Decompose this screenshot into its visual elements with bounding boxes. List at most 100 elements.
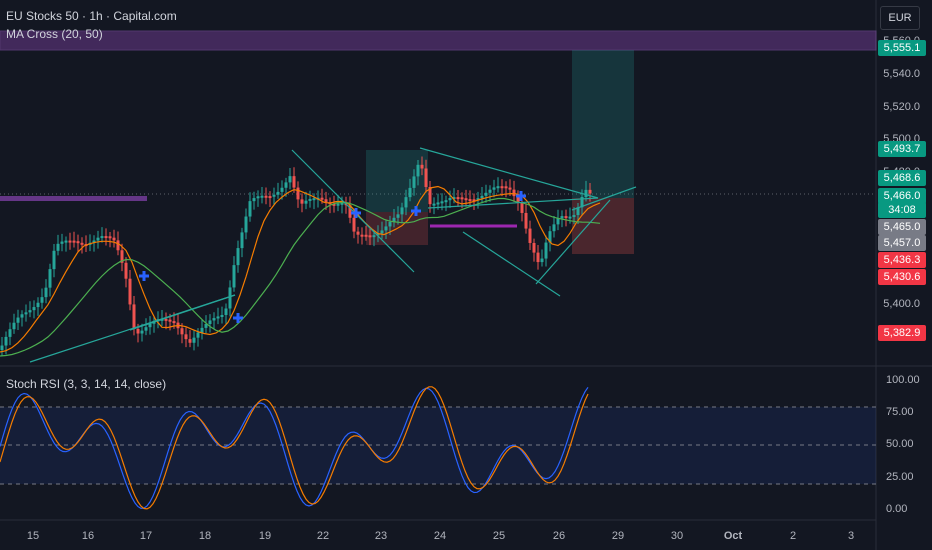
candle-body xyxy=(268,196,272,199)
candle-body xyxy=(400,207,404,215)
currency-button[interactable]: EUR xyxy=(880,6,920,30)
candle-body xyxy=(192,337,196,343)
candle-body xyxy=(324,199,328,203)
cross-marker xyxy=(351,208,361,218)
candle-body xyxy=(528,228,532,243)
candle-body xyxy=(548,231,552,243)
cross-marker xyxy=(411,206,421,216)
rsi-label: 75.00 xyxy=(886,406,914,418)
candle-body xyxy=(252,198,256,202)
candle-body xyxy=(128,278,132,305)
candle-body xyxy=(12,322,16,330)
stoch-rsi-pane xyxy=(0,386,876,510)
price-label: 5,400.0 xyxy=(883,298,920,310)
trendline xyxy=(535,199,611,285)
candle-body xyxy=(20,314,24,318)
trendline xyxy=(129,294,236,331)
candle-body xyxy=(16,317,20,323)
time-label-month: Oct xyxy=(723,530,743,542)
price-label: 5,540.0 xyxy=(883,68,920,80)
time-label: 23 xyxy=(374,530,388,542)
candle-body xyxy=(136,328,140,334)
candle-body xyxy=(108,236,112,239)
candle-body xyxy=(540,258,544,263)
candle-body xyxy=(320,197,324,200)
time-label: 17 xyxy=(139,530,153,542)
trendlines[interactable] xyxy=(29,147,637,363)
candle-body xyxy=(40,297,44,303)
candle-body xyxy=(404,197,408,208)
candle-body xyxy=(580,197,584,208)
candle-body xyxy=(488,189,492,193)
candle-body xyxy=(28,310,32,313)
candle-body xyxy=(384,226,388,231)
candle-body xyxy=(148,323,152,328)
moving-averages xyxy=(0,185,601,357)
symbol-title[interactable]: EU Stocks 50 · 1h · Capital.com xyxy=(6,9,177,23)
candle-body xyxy=(64,240,68,243)
candle-body xyxy=(420,164,424,169)
stoch-d-line xyxy=(0,386,589,510)
price-badge: 5,465.0 xyxy=(878,219,926,235)
candle-body xyxy=(92,240,96,243)
candle-body xyxy=(576,207,580,216)
candle-body xyxy=(356,231,360,235)
resistance-zone xyxy=(0,30,877,51)
stoch-rsi-legend[interactable]: Stoch RSI (3, 3, 14, 14, close) xyxy=(6,377,167,391)
time-label: 30 xyxy=(670,530,684,542)
candle-body xyxy=(96,237,100,241)
candle-body xyxy=(76,241,80,244)
price-badge: 5,430.6 xyxy=(878,269,926,285)
candle-body xyxy=(504,186,508,189)
ma-cross-legend[interactable]: MA Cross (20, 50) xyxy=(6,27,103,41)
candle-body xyxy=(300,199,304,204)
candle-body xyxy=(492,187,496,190)
rsi-label: 100.00 xyxy=(886,374,920,386)
candle-body xyxy=(172,321,176,324)
candle-body xyxy=(200,327,204,333)
time-label: 25 xyxy=(492,530,506,542)
cross-marker xyxy=(139,271,149,281)
trendline xyxy=(291,149,415,273)
candle-body xyxy=(140,330,144,334)
candle-body xyxy=(468,199,472,202)
candle-body xyxy=(500,186,504,189)
candle-body xyxy=(536,252,540,263)
candle-body xyxy=(332,203,336,206)
candle-body xyxy=(296,187,300,200)
price-label: 5,520.0 xyxy=(883,101,920,113)
candle-body xyxy=(244,216,248,233)
time-label: 15 xyxy=(26,530,40,542)
ma-cross-markers xyxy=(139,191,526,323)
candle-body xyxy=(272,194,276,197)
candle-body xyxy=(544,242,548,259)
candle-body xyxy=(48,269,52,288)
candle-body xyxy=(132,304,136,329)
candle-body xyxy=(564,216,568,219)
candle-body xyxy=(352,217,356,232)
candle-body xyxy=(476,198,480,201)
candle-body xyxy=(280,187,284,192)
candle-body xyxy=(256,196,260,199)
trendline xyxy=(427,197,599,209)
candle-body xyxy=(444,200,448,203)
price-badge: 5,436.3 xyxy=(878,252,926,268)
candle-body xyxy=(60,241,64,244)
candle-body xyxy=(116,240,120,251)
candle-body xyxy=(52,250,56,270)
candle-body xyxy=(292,176,296,188)
candle-body xyxy=(532,242,536,253)
candle-body xyxy=(36,302,40,308)
candle-body xyxy=(204,324,208,328)
candle-body xyxy=(312,198,316,201)
candle-body xyxy=(44,287,48,298)
candle-body xyxy=(248,201,252,217)
drawing-zones[interactable] xyxy=(0,30,877,254)
time-label: 18 xyxy=(198,530,212,542)
trendline xyxy=(462,231,561,297)
candle-body xyxy=(588,189,592,194)
candle-body xyxy=(4,336,8,346)
trendline xyxy=(419,147,599,199)
candle-body xyxy=(340,202,344,205)
